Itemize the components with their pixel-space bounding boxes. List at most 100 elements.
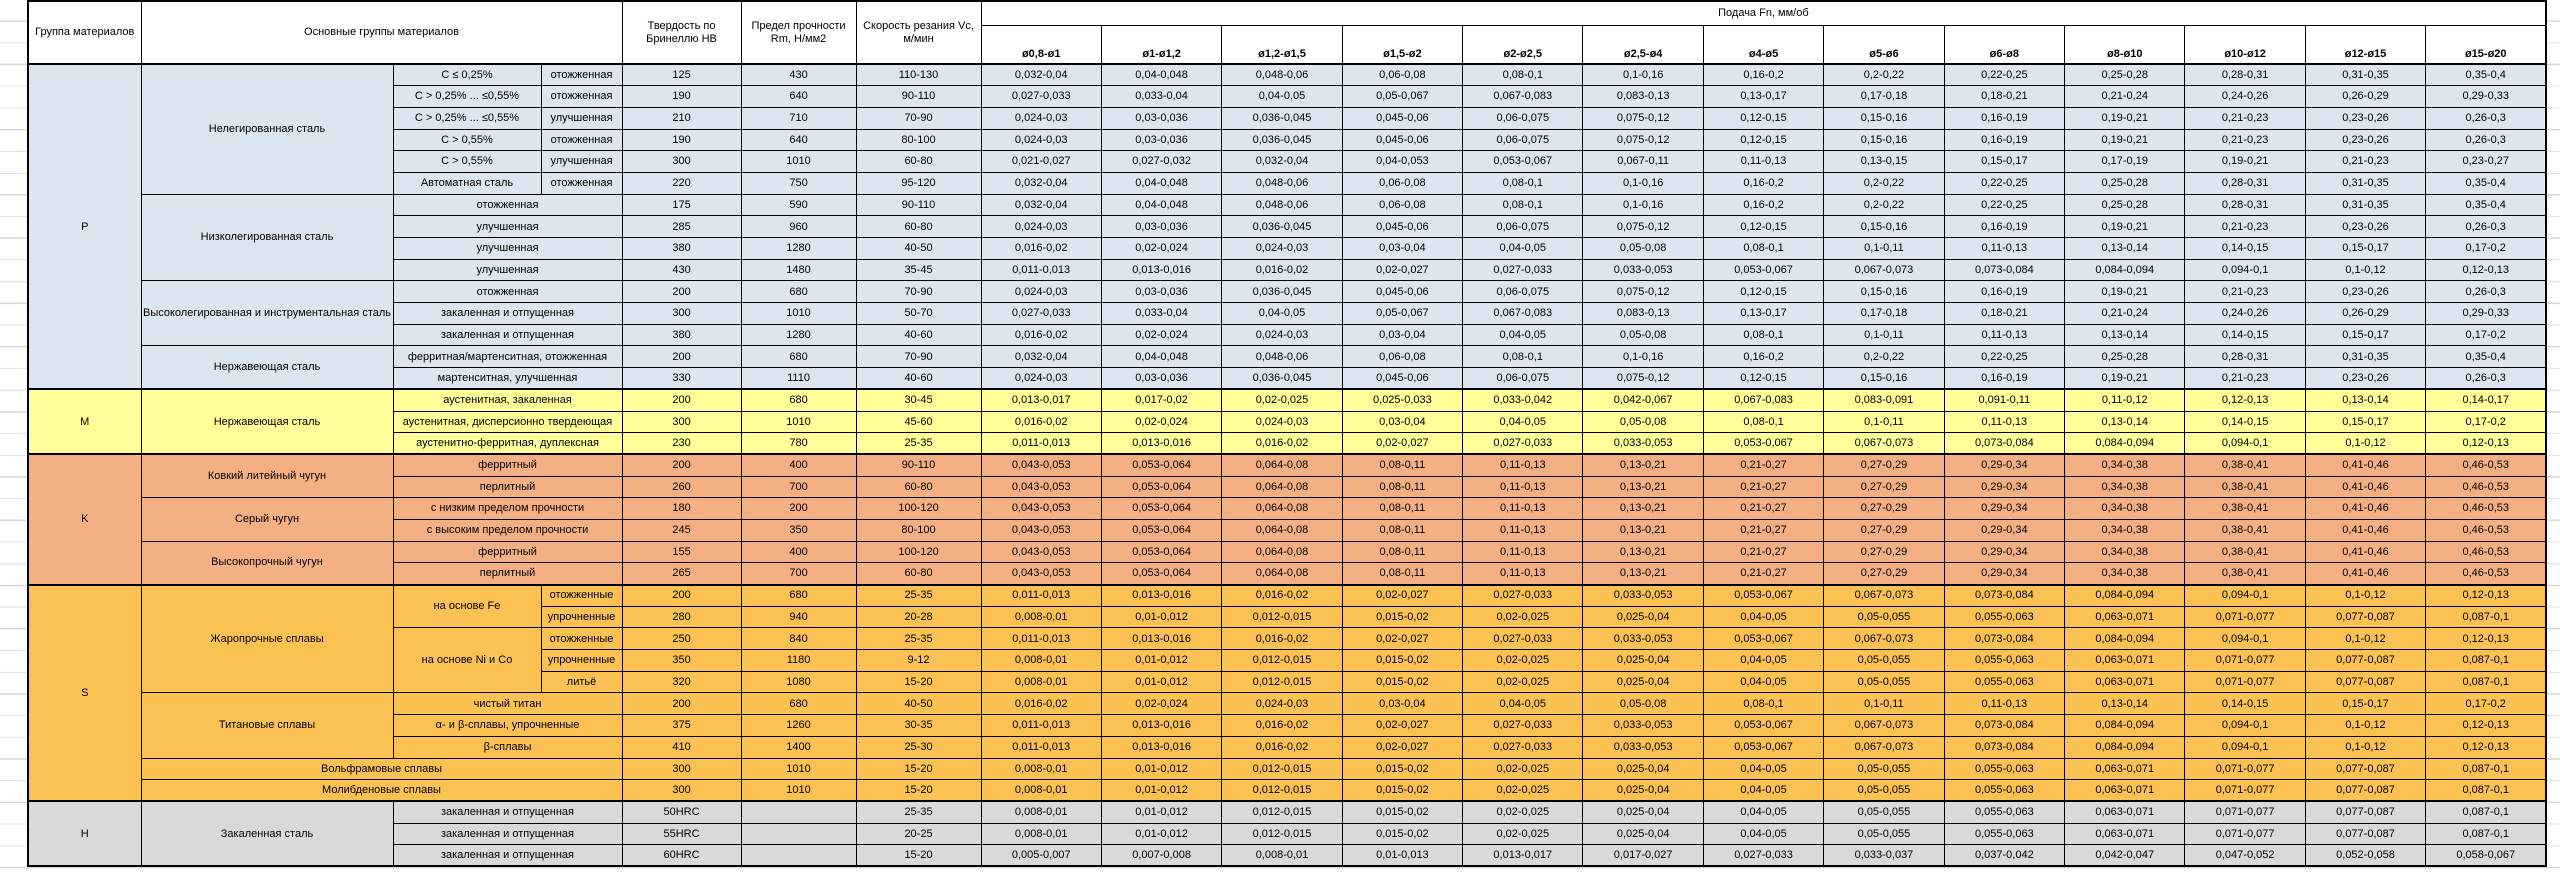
- feed-value-cell: 0,35-0,4: [2425, 63, 2547, 87]
- feed-value-cell: 0,043-0,053: [980, 497, 1102, 520]
- feed-value-cell: 0,16-0,2: [1702, 171, 1825, 195]
- feed-value-cell: 0,12-0,13: [2425, 735, 2547, 759]
- feed-value-cell: 0,075-0,12: [1582, 106, 1704, 130]
- table-row: закаленная и отпущенная 55HRC 20-25 0,008-0…: [28, 822, 2547, 846]
- feed-value-cell: 0,008-0,01: [980, 800, 1102, 824]
- table-row: с высоким пределом прочности 245 350 80-100…: [28, 518, 2547, 542]
- header-material-group: Группа материалов: [27, 0, 142, 65]
- feed-value-cell: 0,073-0,084: [1943, 584, 2066, 607]
- strength-cell: 350: [740, 518, 857, 542]
- feed-value-cell: 0,26-0,3: [2425, 367, 2547, 390]
- feed-value-cell: 0,26-0,3: [2425, 128, 2547, 152]
- material-label-cell: Высоколегированная и инструментальная ст…: [140, 280, 394, 347]
- feed-value-cell: 0,06-0,075: [1462, 106, 1584, 130]
- material-label-cell: β-сплавы: [392, 735, 623, 759]
- feed-value-cell: 0,12-0,13: [2184, 388, 2306, 412]
- feed-value-cell: 0,05-0,08: [1582, 410, 1704, 434]
- feed-value-cell: 0,073-0,084: [1943, 714, 2066, 737]
- feed-value-cell: 0,11-0,13: [1943, 323, 2066, 347]
- table-row: α- и β-сплавы, упрочненные 375 1260 30-35 0,…: [28, 714, 2547, 737]
- feed-value-cell: 0,077-0,087: [2304, 605, 2427, 629]
- material-label-cell: мартенситная, улучшенная: [392, 367, 623, 390]
- feed-value-cell: 0,05-0,08: [1582, 692, 1704, 716]
- feed-value-cell: 0,024-0,03: [980, 367, 1102, 390]
- feed-value-cell: 0,015-0,02: [1341, 649, 1464, 672]
- material-label-cell: отожженные: [540, 584, 623, 607]
- feed-value-cell: 0,21-0,24: [2064, 302, 2186, 325]
- material-group-M: M Нержавеющая сталь аустенитная, закаленна…: [27, 388, 2547, 455]
- feed-value-cell: 0,024-0,03: [980, 106, 1102, 130]
- feed-value-cell: 0,12-0,15: [1702, 215, 1825, 238]
- cutting-speed-cell: 15-20: [855, 779, 982, 802]
- feed-value-cell: 0,01-0,012: [1100, 779, 1223, 802]
- feed-value-cell: 0,024-0,03: [1221, 410, 1343, 434]
- material-label-cell: отожженная: [540, 63, 623, 87]
- feed-value-cell: 0,015-0,02: [1341, 605, 1464, 629]
- feed-value-cell: 0,012-0,015: [1221, 779, 1343, 802]
- hardness-cell: 300: [621, 779, 742, 802]
- feed-value-cell: 0,25-0,28: [2064, 171, 2186, 195]
- table-row: закаленная и отпущенная 380 1280 40-60 0,016…: [28, 323, 2547, 347]
- feed-value-cell: 0,032-0,04: [980, 63, 1102, 87]
- feed-value-cell: 0,41-0,46: [2304, 518, 2427, 542]
- strength-cell: 1110: [740, 367, 857, 390]
- feed-value-cell: 0,077-0,087: [2304, 649, 2427, 672]
- feed-value-cell: 0,053-0,067: [1702, 432, 1825, 455]
- feed-value-cell: 0,075-0,12: [1582, 128, 1704, 152]
- feed-value-cell: 0,46-0,53: [2425, 475, 2547, 499]
- feed-value-cell: 0,01-0,012: [1100, 757, 1223, 781]
- hardness-cell: 375: [621, 714, 742, 737]
- feed-value-cell: 0,04-0,05: [1462, 410, 1584, 434]
- material-label-cell: Молибденовые сплавы: [140, 779, 623, 802]
- feed-value-cell: 0,31-0,35: [2304, 345, 2427, 369]
- feed-value-cell: 0,04-0,048: [1100, 63, 1223, 87]
- feed-value-cell: 0,024-0,03: [980, 128, 1102, 152]
- feed-value-cell: 0,46-0,53: [2425, 562, 2547, 585]
- feed-value-cell: 0,094-0,1: [2184, 258, 2306, 282]
- feed-value-cell: 0,027-0,033: [980, 302, 1102, 325]
- header-cutting-speed: Скорость резания Vc, м/мин: [855, 0, 982, 65]
- feed-value-cell: 0,087-0,1: [2425, 779, 2547, 802]
- feed-value-cell: 0,024-0,03: [980, 280, 1102, 304]
- feed-value-cell: 0,011-0,013: [980, 258, 1102, 282]
- feed-value-cell: 0,15-0,17: [1943, 150, 2066, 173]
- feed-value-cell: 0,11-0,13: [1462, 475, 1584, 499]
- table-row: на основе Ni и Co отожженные 250 840 25-35 0,…: [28, 627, 2547, 694]
- feed-value-cell: 0,067-0,073: [1823, 735, 1945, 759]
- feed-value-cell: 0,26-0,29: [2304, 85, 2427, 108]
- material-label-cell: отожженная: [392, 280, 623, 304]
- feed-value-cell: 0,23-0,26: [2304, 215, 2427, 238]
- feed-value-cell: 0,03-0,04: [1341, 323, 1464, 347]
- feed-value-cell: 0,084-0,094: [2064, 627, 2186, 651]
- feed-value-cell: 0,27-0,29: [1823, 562, 1945, 585]
- feed-value-cell: 0,03-0,036: [1100, 128, 1223, 152]
- table-row: аустенитно-ферритная, дуплексная 230 780 25…: [28, 432, 2547, 455]
- feed-value-cell: 0,06-0,075: [1462, 367, 1584, 390]
- material-label-cell: закаленная и отпущенная: [392, 302, 623, 325]
- cutting-speed-cell: 40-50: [855, 692, 982, 716]
- feed-value-cell: 0,1-0,11: [1823, 237, 1945, 260]
- feed-value-cell: 0,042-0,047: [2064, 844, 2186, 867]
- feed-value-cell: 0,011-0,013: [980, 714, 1102, 737]
- hardness-cell: 285: [621, 215, 742, 238]
- table-row: C > 0,55% отожженная 190 640 80-100 0,024-0,0…: [28, 128, 2547, 152]
- feed-value-cell: 0,084-0,094: [2064, 258, 2186, 282]
- feed-value-cell: 0,18-0,21: [1943, 302, 2066, 325]
- material-label-cell: закаленная и отпущенная: [392, 323, 623, 347]
- feed-value-cell: 0,2-0,22: [1823, 345, 1945, 369]
- feed-value-cell: 0,025-0,04: [1582, 757, 1704, 781]
- diameter-column-header: ø1,2-ø1,5: [1221, 24, 1343, 65]
- cutting-speed-cell: 90-110: [855, 193, 982, 217]
- feed-value-cell: 0,053-0,067: [1462, 150, 1584, 173]
- feed-value-cell: 0,04-0,05: [1462, 692, 1584, 716]
- feed-value-cell: 0,01-0,012: [1100, 670, 1223, 694]
- hardness-cell: 180: [621, 497, 742, 520]
- feed-value-cell: 0,21-0,23: [2184, 367, 2306, 390]
- group-letter-cell: P: [27, 63, 142, 390]
- cutting-speed-cell: 25-35: [855, 584, 982, 607]
- feed-value-cell: 0,02-0,025: [1462, 670, 1584, 694]
- material-label-cell: ферритный: [392, 453, 623, 477]
- material-label-cell: закаленная и отпущенная: [392, 844, 623, 867]
- feed-value-cell: 0,04-0,05: [1702, 649, 1825, 672]
- feed-value-cell: 0,013-0,017: [1462, 844, 1584, 867]
